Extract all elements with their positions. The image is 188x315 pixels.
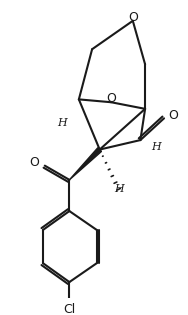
Polygon shape <box>69 148 102 180</box>
Text: H: H <box>152 142 161 152</box>
Text: H: H <box>114 184 124 194</box>
Text: Cl: Cl <box>63 303 76 315</box>
Text: H: H <box>57 118 67 128</box>
Text: O: O <box>29 156 39 169</box>
Text: O: O <box>168 109 178 122</box>
Text: O: O <box>106 92 116 105</box>
Text: O: O <box>128 10 138 24</box>
